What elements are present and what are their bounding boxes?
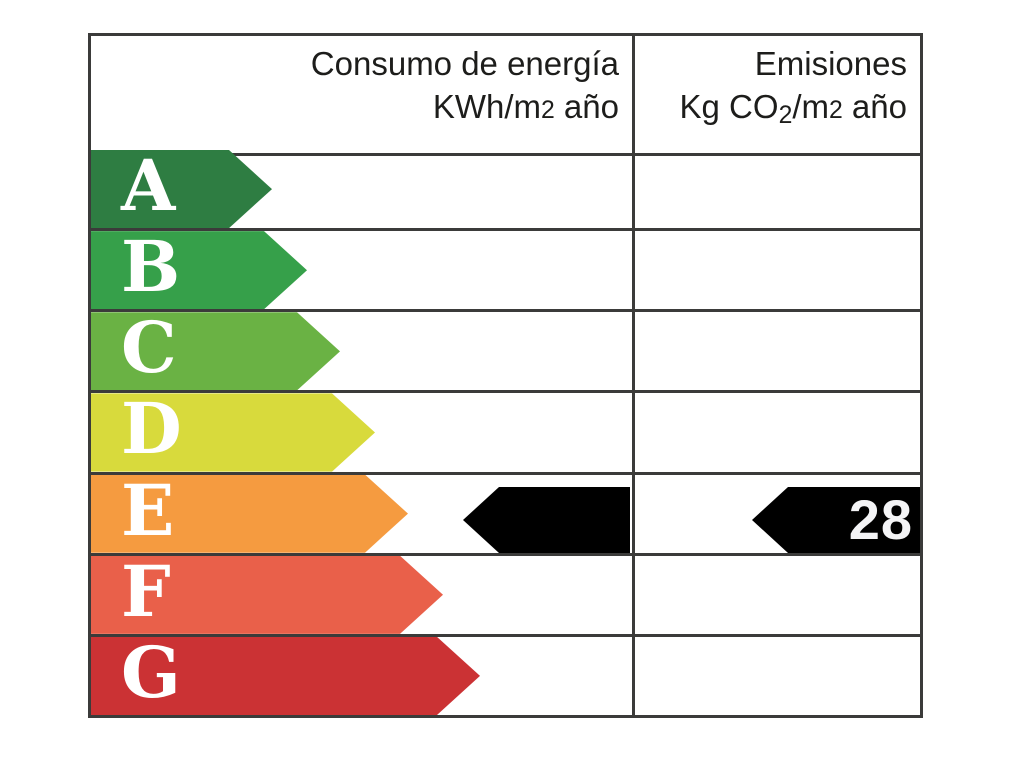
rating-rows: A B C D E F G xyxy=(91,150,920,715)
emissions-indicator-arrow: 28 xyxy=(752,487,920,553)
consumption-title: Consumo de energía xyxy=(310,45,619,82)
table-header: Consumo de energía KWh/m2 año Emisiones … xyxy=(91,36,920,156)
rating-arrow-c xyxy=(91,312,340,390)
rating-arrow-d xyxy=(91,393,375,471)
rating-letter-d: D xyxy=(121,387,182,471)
emissions-unit-exponent: 2 xyxy=(829,97,843,124)
rating-row-e: E xyxy=(91,468,920,553)
column-divider xyxy=(632,36,635,715)
rating-table: Consumo de energía KWh/m2 año Emisiones … xyxy=(88,33,923,718)
rating-letter-c: C xyxy=(121,306,177,390)
rating-arrow-e xyxy=(91,475,408,553)
rating-letter-e: E xyxy=(121,468,175,552)
rating-letter-g: G xyxy=(121,631,181,715)
consumption-unit: KWh/m2 año xyxy=(432,88,619,125)
emissions-title: Emisiones xyxy=(754,45,907,82)
emissions-unit-subscript: 2 xyxy=(778,102,793,130)
rating-row-g: G xyxy=(91,631,920,715)
rating-arrow-a xyxy=(91,150,272,228)
consumption-indicator-arrow xyxy=(463,487,630,553)
rating-row-b: B xyxy=(91,228,920,309)
emissions-unit: Kg CO2/m2 año xyxy=(679,88,907,130)
rating-row-a: A xyxy=(91,150,920,228)
emissions-column-header: Emisiones Kg CO2/m2 año xyxy=(635,42,920,153)
rating-arrow-f xyxy=(91,556,443,634)
rating-row-d: D xyxy=(91,390,920,471)
rating-row-c: C xyxy=(91,309,920,390)
rating-letter-f: F xyxy=(121,549,171,633)
rating-arrow-g xyxy=(91,637,480,715)
consumption-unit-exponent: 2 xyxy=(541,97,555,124)
rating-row-f: F xyxy=(91,549,920,634)
rating-letter-a: A xyxy=(121,144,176,228)
rating-letter-b: B xyxy=(121,225,181,309)
emissions-value: 28 xyxy=(848,488,913,551)
rating-arrow-b xyxy=(91,231,307,309)
consumption-column-header: Consumo de energía KWh/m2 año xyxy=(91,42,635,153)
